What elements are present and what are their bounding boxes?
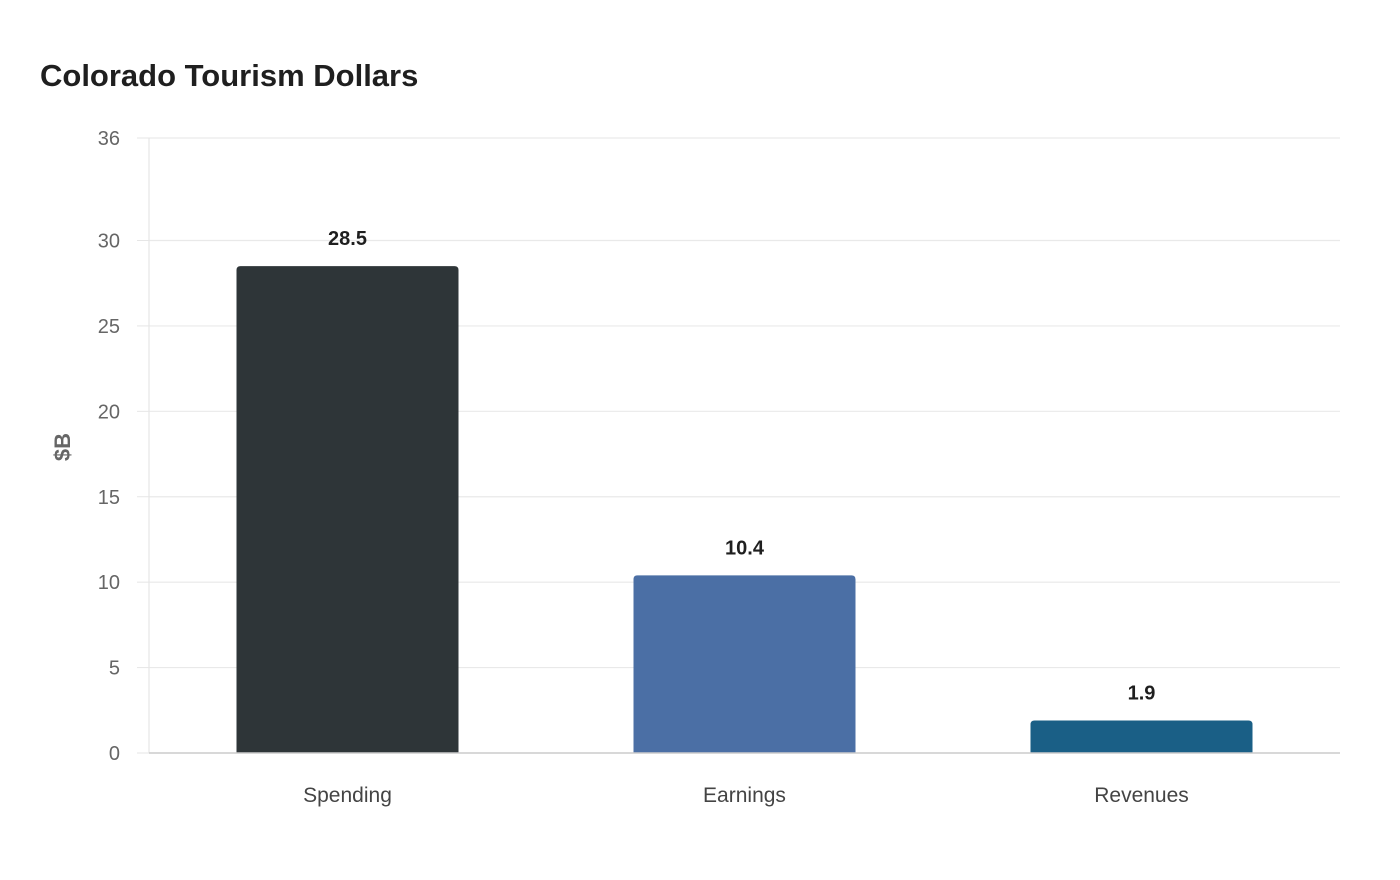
x-tick-label: Revenues (1094, 784, 1189, 807)
y-tick-label: 25 (98, 316, 120, 338)
chart-title: Colorado Tourism Dollars (40, 58, 419, 93)
y-tick-label: 20 (98, 401, 120, 423)
data-label: 10.4 (725, 537, 765, 559)
bar-spending (236, 266, 459, 753)
y-axis-title: $B (50, 433, 75, 461)
data-labels: 28.5 10.4 1.9 (328, 228, 1155, 704)
y-tick-label: 30 (98, 231, 120, 253)
y-axis-ticks: 0 5 10 15 20 25 30 36 (98, 128, 149, 765)
y-tick-label: 10 (98, 572, 120, 594)
bar-revenues (1030, 720, 1253, 753)
y-tick-label: 15 (98, 487, 120, 509)
data-label: 1.9 (1128, 683, 1156, 705)
x-tick-label: Spending (303, 784, 392, 807)
bars (236, 266, 1253, 753)
y-tick-label: 36 (98, 128, 120, 150)
y-tick-label: 0 (109, 743, 120, 765)
x-axis-ticks: Spending Earnings Revenues (303, 784, 1189, 807)
data-label: 28.5 (328, 228, 367, 250)
bar-earnings (633, 575, 856, 753)
x-tick-label: Earnings (703, 784, 786, 807)
y-tick-label: 5 (109, 658, 120, 680)
